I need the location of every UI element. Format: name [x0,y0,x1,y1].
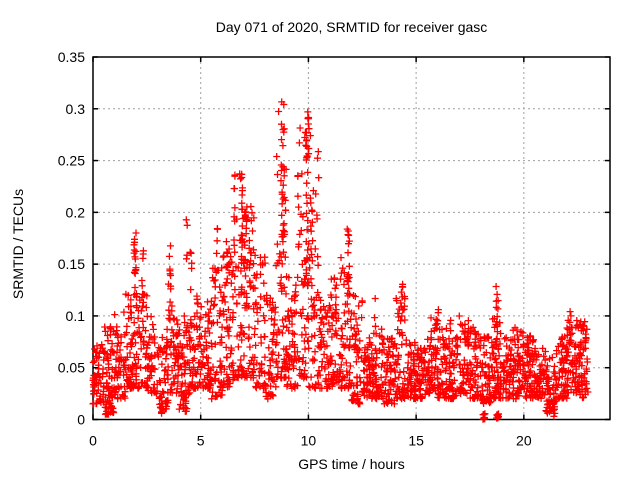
y-tick-label: 0.25 [58,153,85,169]
x-tick-label: 0 [89,433,97,449]
x-tick-label: 20 [516,433,532,449]
y-tick-label: 0 [77,412,85,428]
y-tick-label: 0.05 [58,360,85,376]
y-tick-label: 0.15 [58,256,85,272]
x-tick-label: 5 [197,433,205,449]
y-tick-label: 0.35 [58,49,85,65]
x-axis-label: GPS time / hours [298,456,405,472]
y-axis-label: SRMTID / TECUs [10,188,26,300]
y-tick-label: 0.1 [66,308,86,324]
x-tick-label: 10 [301,433,317,449]
tick-labels: 0 5 10 15 20 0 0.05 0.1 0.15 0.2 0.25 0.3 0.35 [58,49,532,449]
y-tick-label: 0.2 [66,204,86,220]
chart-title: Day 071 of 2020, SRMTID for receiver gas… [215,19,488,35]
data-points [89,98,592,423]
x-tick-label: 15 [408,433,424,449]
y-tick-label: 0.3 [66,101,86,117]
plot-frame [92,56,611,421]
